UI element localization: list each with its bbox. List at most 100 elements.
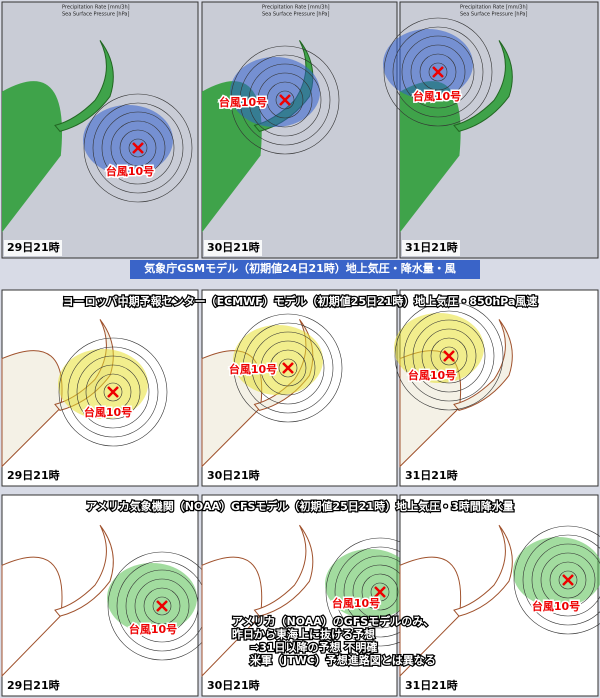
isobar — [242, 322, 334, 414]
time-box — [4, 240, 62, 256]
isobar — [119, 129, 157, 167]
isobar — [401, 35, 475, 109]
isobar — [233, 313, 343, 423]
rain-band — [513, 537, 600, 607]
rain-band — [394, 313, 484, 383]
time-label: 31日21時 — [405, 468, 458, 482]
note-line: 昨日から東海上に抜ける予想 — [232, 627, 375, 641]
typhoon-label: 台風10号 — [106, 164, 154, 178]
japan — [54, 524, 114, 617]
japan — [453, 40, 513, 132]
typhoon-mark — [562, 574, 574, 586]
typhoon-mark — [279, 94, 291, 106]
isobar — [394, 301, 504, 411]
rain-band — [83, 105, 173, 175]
time-box — [402, 678, 460, 694]
isobar — [110, 120, 166, 176]
time-box — [4, 468, 62, 484]
typhoon-label: 台風10号 — [84, 405, 132, 419]
isobar — [230, 45, 340, 155]
row-caption: ヨーロッパ中期予報センター（ECMWF）モデル（初期値25日21時）地上気圧・8… — [63, 294, 538, 308]
isobar — [266, 81, 304, 119]
isobar — [412, 319, 486, 393]
isobar — [257, 72, 313, 128]
isobar — [513, 525, 600, 635]
isobar — [403, 310, 495, 402]
time-box — [204, 468, 262, 484]
legend-header: Precipitation Rate [mm/3h] — [460, 5, 528, 11]
rain-band — [230, 57, 320, 127]
map-panel: 台風10号 31日21時 — [394, 289, 599, 487]
isobar — [370, 582, 390, 602]
typhoon-label: 台風10号 — [332, 596, 380, 610]
isobar — [278, 358, 298, 378]
isobar — [143, 587, 181, 625]
typhoon-mark — [374, 586, 386, 598]
map-panel: 台風10号 30日21時 — [201, 289, 398, 487]
land — [400, 81, 461, 233]
map-panel: 台風10号 31日21時 Precipitation Rate [mm/3h]Sea… — [383, 1, 599, 259]
rain-band — [325, 549, 415, 619]
isobar — [540, 552, 596, 608]
typhoon-mark — [432, 66, 444, 78]
isobar — [58, 337, 168, 447]
isobar — [558, 570, 578, 590]
time-box — [4, 678, 62, 694]
isobar — [419, 53, 457, 91]
caption-bar — [130, 260, 480, 279]
legend-header: Sea Surface Pressure [hPa] — [62, 12, 129, 18]
isobar — [128, 138, 148, 158]
legend-header: Sea Surface Pressure [hPa] — [262, 12, 329, 18]
map-panel: 台風10号 30日21時 Precipitation Rate [mm/3h]Sea… — [201, 1, 398, 259]
note-line: 米軍（JTWC）予想進路図とは異なる — [249, 653, 436, 667]
rain-band — [107, 563, 197, 633]
time-box — [204, 240, 262, 256]
rain-band — [383, 29, 473, 99]
time-label: 30日21時 — [207, 240, 260, 254]
map-panel: 台風10号 30日21時 — [201, 494, 435, 697]
typhoon-mark — [282, 362, 294, 374]
land — [2, 81, 63, 233]
isobar — [522, 534, 600, 626]
time-box — [402, 240, 460, 256]
isobar — [269, 349, 307, 387]
typhoon-label: 台風10号 — [219, 95, 267, 109]
isobar — [76, 355, 150, 429]
isobar — [410, 44, 466, 100]
isobar — [85, 364, 141, 420]
time-label: 31日21時 — [405, 678, 458, 692]
note-line: ⇒31日以降の予想 不明確 — [250, 640, 377, 654]
japan — [253, 524, 314, 617]
rain-band — [58, 349, 148, 419]
typhoon-label: 台風10号 — [408, 368, 456, 382]
time-label: 29日21時 — [7, 468, 60, 482]
isobar — [421, 328, 477, 384]
isobar — [392, 26, 484, 118]
isobar — [430, 337, 468, 375]
note-line: アメリカ（NOAA）のGFSモデルのみ、 — [232, 614, 434, 628]
time-box — [204, 678, 262, 694]
typhoon-mark — [156, 600, 168, 612]
japan — [453, 319, 513, 411]
time-label: 29日21時 — [7, 678, 60, 692]
isobar — [251, 331, 325, 405]
isobar — [67, 346, 159, 438]
time-label: 30日21時 — [207, 678, 260, 692]
typhoon-mark — [443, 350, 455, 362]
typhoon-mark — [107, 386, 119, 398]
typhoon-mark — [132, 142, 144, 154]
isobar — [152, 596, 172, 616]
isobar — [101, 111, 175, 185]
isobar — [94, 373, 132, 411]
time-label: 31日21時 — [405, 240, 458, 254]
isobar — [248, 63, 322, 137]
map-panel: 台風10号 31日21時 — [399, 494, 600, 697]
time-label: 29日21時 — [7, 240, 60, 254]
isobar — [383, 17, 493, 127]
typhoon-label: 台風10号 — [229, 362, 277, 376]
isobar — [134, 578, 190, 634]
japan — [54, 40, 114, 132]
isobar — [125, 569, 199, 643]
isobar — [428, 62, 448, 82]
